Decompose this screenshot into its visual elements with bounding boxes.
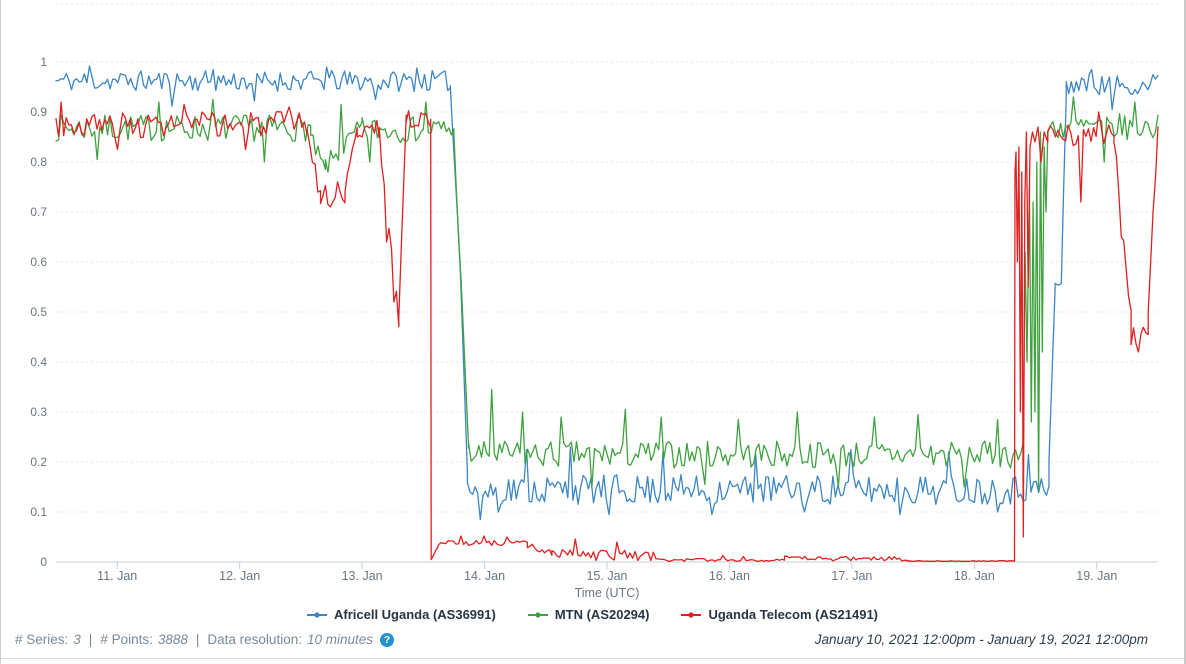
- legend-item-africell-uganda-as36991[interactable]: Africell Uganda (AS36991): [306, 607, 496, 622]
- legend-label: MTN (AS20294): [554, 607, 650, 622]
- chart-footer: # Series: 3 | # Points: 3888 | Data reso…: [15, 632, 1148, 647]
- series-line-mtn-as20294: [55, 96, 1159, 493]
- y-axis-tick-label: 0.6: [30, 255, 47, 269]
- x-axis-tick-label: 14. Jan: [464, 569, 505, 583]
- question-circle-icon[interactable]: ?: [380, 632, 395, 647]
- stats-divider: |: [88, 632, 93, 647]
- x-axis-tick-label: 18. Jan: [954, 569, 995, 583]
- x-axis-tick-label: 16. Jan: [709, 569, 750, 583]
- x-axis-tick-label: 17. Jan: [831, 569, 872, 583]
- y-axis-tick-label: 0.1: [30, 505, 47, 519]
- legend-marker-icon: [527, 611, 548, 618]
- points-count-value: 3888: [157, 632, 188, 647]
- x-axis-tick-label: 13. Jan: [342, 569, 383, 583]
- legend-item-mtn-as20294[interactable]: MTN (AS20294): [527, 607, 650, 622]
- y-axis-tick-label: 0.2: [30, 455, 47, 469]
- points-count-label: # Points:: [100, 632, 153, 647]
- y-axis-tick-label: 0.8: [30, 155, 47, 169]
- resolution-value: 10 minutes: [306, 632, 374, 647]
- y-axis-tick-label: 0: [40, 555, 47, 569]
- series-count-label: # Series:: [15, 632, 69, 647]
- legend-item-uganda-telecom-as21491[interactable]: Uganda Telecom (AS21491): [681, 607, 878, 622]
- resolution-label: Data resolution:: [207, 632, 302, 647]
- legend-marker-icon: [681, 611, 702, 618]
- x-axis-tick-label: 15. Jan: [586, 569, 627, 583]
- x-axis-tick-label: 11. Jan: [97, 569, 137, 583]
- legend-marker-icon: [306, 611, 327, 618]
- y-axis-tick-label: 0.3: [30, 405, 47, 419]
- y-axis-tick-label: 0.9: [30, 105, 47, 119]
- y-axis-tick-label: 0.7: [30, 205, 47, 219]
- series-line-uganda-telecom-as21491: [55, 101, 1159, 562]
- x-axis-tick-label: 12. Jan: [219, 569, 260, 583]
- y-axis-tick-label: 0.5: [30, 305, 47, 319]
- x-axis-tick-label: 19. Jan: [1076, 569, 1117, 583]
- y-axis-tick-label: 1: [40, 55, 47, 69]
- legend-label: Uganda Telecom (AS21491): [708, 607, 879, 622]
- series-line-africell-uganda-as36991: [55, 65, 1159, 521]
- y-axis-tick-label: 0.4: [30, 355, 47, 369]
- series-count-value: 3: [73, 632, 81, 647]
- time-range-label: January 10, 2021 12:00pm - January 19, 2…: [814, 632, 1148, 647]
- stats-divider: |: [195, 632, 200, 647]
- bottom-divider: [1, 658, 1184, 659]
- x-axis-title: Time (UTC): [575, 586, 640, 600]
- legend-label: Africell Uganda (AS36991): [333, 607, 496, 622]
- chart-legend: Africell Uganda (AS36991) MTN (AS20294) Ug…: [1, 607, 1184, 622]
- chart-stats: # Series: 3 | # Points: 3888 | Data reso…: [15, 632, 395, 647]
- time-series-chart[interactable]: 1 0.9 0.8 0.7 0.6 0.5 0.4 0.3 0.2 0.1 0 11. Jan 12. …: [1, 0, 1186, 602]
